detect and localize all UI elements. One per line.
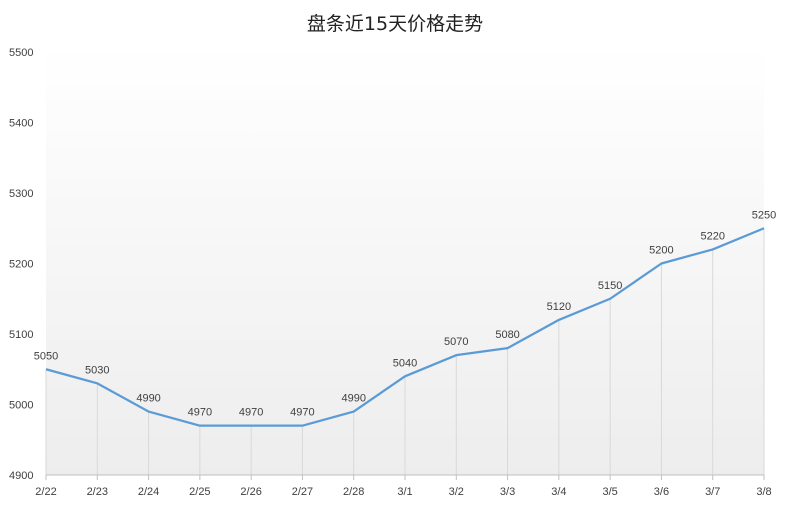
y-tick-label: 5400 (9, 118, 33, 130)
x-tick-label: 2/24 (138, 486, 159, 498)
data-label: 5150 (598, 280, 622, 292)
x-tick-label: 3/4 (551, 486, 566, 498)
y-tick-label: 5300 (9, 188, 33, 200)
x-axis-ticks: 2/22 2/23 2/24 2/25 2/26 2/27 2/28 3/1 3/2 3/3 3/4… (35, 475, 772, 498)
y-tick-label: 5000 (9, 400, 33, 412)
x-tick-label: 3/2 (449, 486, 464, 498)
y-axis-ticks: 4900 5000 5100 5200 5300 5400 5500 (9, 47, 33, 482)
y-tick-label: 5200 (9, 259, 33, 271)
x-tick-label: 3/6 (654, 486, 669, 498)
series-line (45, 227, 765, 427)
y-tick-label: 5500 (9, 47, 33, 59)
data-label: 5250 (752, 209, 776, 221)
x-tick-label: 3/3 (500, 486, 515, 498)
y-tick-label: 5100 (9, 329, 33, 341)
data-label: 4970 (290, 407, 314, 419)
x-tick-label: 3/5 (602, 486, 617, 498)
y-tick-label: 4900 (9, 470, 33, 482)
data-label: 5040 (393, 357, 417, 369)
data-label: 5200 (649, 245, 673, 257)
x-tick-label: 3/8 (756, 486, 771, 498)
x-tick-label: 3/1 (397, 486, 412, 498)
chart-title: 盘条近15天价格走势 (307, 13, 483, 35)
x-tick-label: 2/23 (87, 486, 108, 498)
x-tick-label: 2/25 (189, 486, 210, 498)
data-label: 5030 (85, 364, 109, 376)
x-tick-label: 2/22 (35, 486, 56, 498)
data-label: 4970 (239, 407, 263, 419)
x-tick-label: 2/27 (292, 486, 313, 498)
x-tick-label: 2/26 (240, 486, 261, 498)
data-label: 4970 (188, 407, 212, 419)
data-label: 5080 (495, 329, 519, 341)
data-label: 5050 (34, 350, 58, 362)
x-tick-label: 2/28 (343, 486, 364, 498)
data-label: 5070 (444, 336, 468, 348)
drop-lines (45, 228, 765, 475)
data-label: 5120 (547, 301, 571, 313)
data-label: 5220 (700, 230, 724, 242)
data-label: 4990 (341, 393, 365, 405)
data-labels: 5050 5030 4990 4970 4970 4970 4990 5040 5070 5080… (34, 209, 776, 418)
x-tick-label: 3/7 (705, 486, 720, 498)
data-label: 4990 (136, 393, 160, 405)
